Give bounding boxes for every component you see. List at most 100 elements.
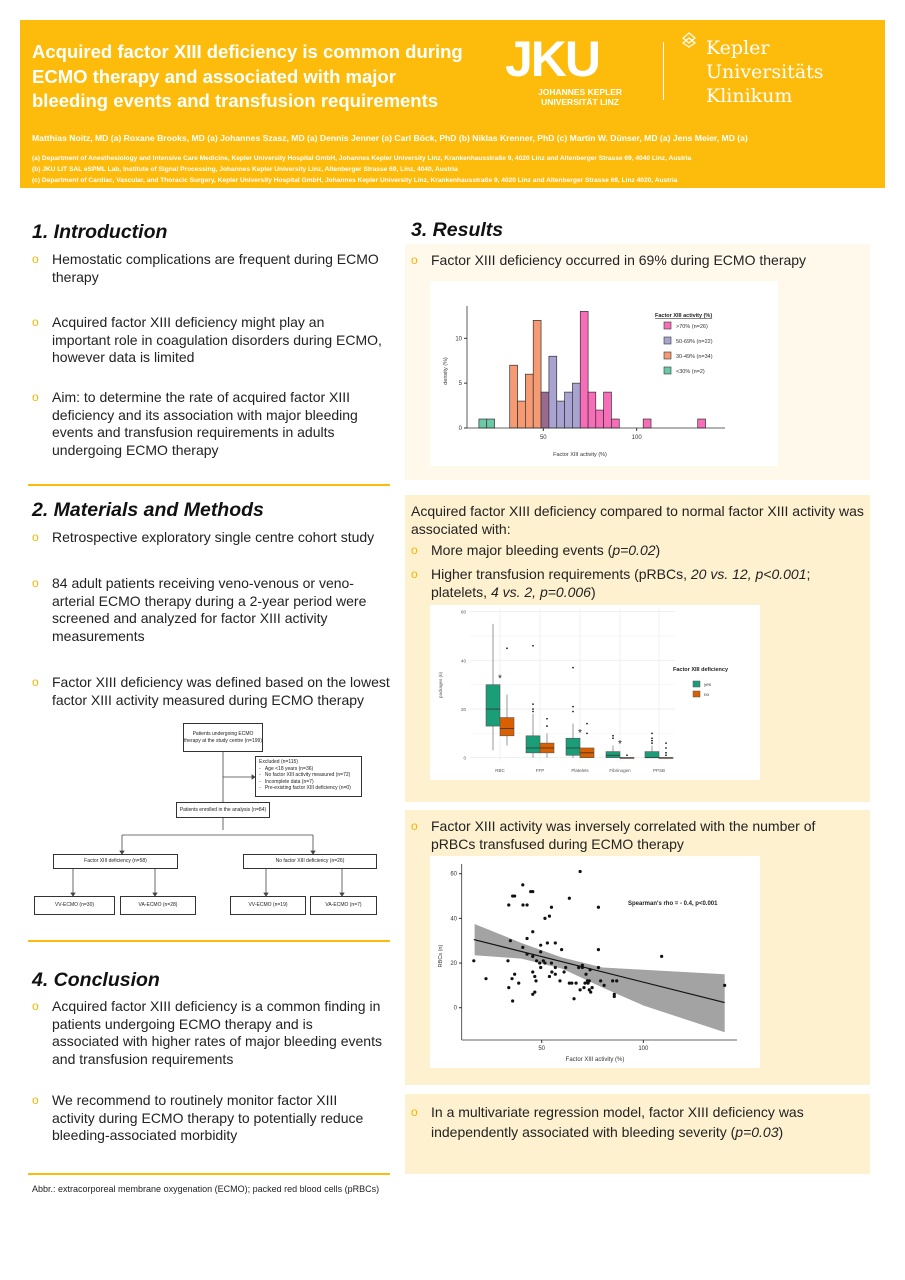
kepler-logo-line: Klinikum	[706, 85, 793, 107]
legend-swatch	[692, 680, 701, 688]
scatter-point	[660, 954, 664, 958]
scatter-point	[587, 979, 591, 983]
scatter-point	[513, 894, 517, 898]
scatter-point	[574, 981, 578, 985]
excluded-text: Incomplete data (n=7)	[264, 778, 314, 785]
box-outlier	[665, 751, 667, 754]
y-tick-label: 0	[463, 756, 466, 761]
scatter-point	[513, 972, 517, 976]
excluded-title: Excluded (n=115)	[259, 759, 298, 765]
flow-box-excluded: Excluded (n=115) - Age <18 years (n=36) …	[255, 756, 362, 797]
p-value: p=0.02	[612, 542, 656, 558]
box-outlier	[572, 705, 574, 708]
x-tick-label: 50	[538, 1046, 545, 1052]
logo-divider	[663, 42, 664, 100]
scatter-point	[510, 977, 514, 981]
bullet-text: Factor XIII deficiency was defined based…	[52, 674, 390, 708]
conclusion-bullet: o We recommend to routinely monitor facto…	[32, 1092, 382, 1145]
legend-title: Factor XIII activity (%)	[655, 313, 712, 319]
box-outlier	[665, 754, 667, 757]
histogram-svg: 50 100 0 5 10 Factor XIII activity (%) density…	[443, 306, 725, 458]
kepler-logo-line: Universitäts	[706, 61, 824, 83]
scatter-point	[578, 869, 582, 874]
authors: Matthias Noitz, MD (a) Roxane Brooks, MD…	[32, 133, 748, 143]
bullet-icon: o	[32, 675, 39, 689]
annotation: Spearman's rho = - 0.4, p<0.001	[628, 901, 718, 907]
bullet-icon: o	[32, 1093, 39, 1107]
p-value: p=0.03	[735, 1124, 779, 1140]
box-yes	[525, 735, 541, 754]
excluded-text: Pre-existing factor XIII deficiency (n=0…	[264, 785, 351, 791]
box-no	[499, 717, 515, 737]
histogram-bar	[478, 418, 488, 429]
scatter-point	[484, 977, 488, 981]
jku-logo: JKU	[505, 31, 601, 87]
scatter-point	[531, 954, 535, 958]
scatter-point	[553, 972, 557, 976]
box-outlier	[532, 703, 534, 706]
methods-bullet: o 84 adult patients receiving veno-venous…	[32, 575, 372, 645]
flow-box-nodef-va: VA-ECMO (n=7)	[310, 896, 377, 915]
x-tick-label: FFP	[536, 768, 545, 773]
box-outlier	[546, 717, 548, 720]
affiliation: (a) Department of Anesthesiology and Int…	[32, 155, 692, 162]
legend-label: >70% (n=26)	[676, 324, 708, 330]
histogram-bar	[642, 418, 652, 429]
scatter-point	[577, 965, 581, 970]
scatter-point	[562, 970, 566, 974]
scatter-point	[550, 970, 554, 974]
scatter-point	[521, 945, 525, 950]
affiliation: (b) JKU LIT SAL eSPML Lab, Institute of …	[32, 166, 458, 173]
bullet-icon: o	[411, 253, 418, 267]
bullet-text: Factor XIII deficiency occurred in 69% d…	[431, 252, 807, 268]
histogram-chart: 50 100 0 5 10 Factor XIII activity (%) density…	[430, 281, 778, 466]
stat-text: 4 vs. 2, p=0.006	[490, 583, 591, 600]
kepler-logo-line: Kepler	[706, 37, 770, 59]
excluded-text: Age <18 years (n=36)	[264, 765, 314, 772]
flow-box-nodef-vv: VV-ECMO (n=19)	[230, 896, 306, 915]
scatter-point	[572, 997, 576, 1001]
y-tick-label: 40	[461, 658, 467, 663]
flow-box-enrolled: Patients enrolled in the analysis (n=84)	[176, 802, 270, 818]
box-outlier	[506, 647, 508, 650]
scatter-point	[531, 889, 535, 894]
intro-bullet: o Hemostatic complications are frequent d…	[32, 251, 382, 286]
box-outlier	[612, 734, 614, 737]
legend-label: 30-49% (n=34)	[676, 354, 713, 360]
scatter-point	[723, 983, 727, 987]
scatter-point	[612, 992, 616, 996]
histogram-bar	[556, 400, 565, 429]
conclusion-heading: 4. Conclusion	[32, 969, 160, 991]
confidence-band	[474, 923, 725, 1033]
histogram-bar	[587, 391, 597, 429]
abbreviations: Abbr.: extracorporeal membrane oxygenati…	[32, 1184, 380, 1194]
x-tick-label: RBC	[495, 768, 505, 773]
results-panel-transfusion: Acquired factor XIII deficiency compared…	[405, 495, 870, 802]
scatter-point	[580, 963, 584, 967]
histogram-bar	[595, 409, 604, 429]
scatter-point	[543, 961, 547, 965]
histogram-bar	[517, 400, 526, 429]
scatter-point	[558, 979, 562, 983]
scatter-point	[570, 981, 574, 985]
scatter-point	[549, 961, 554, 965]
bullet-text: Higher transfusion requirements (pRBCs,	[431, 566, 691, 582]
flow-box-def-va: VA-ECMO (n=28)	[120, 896, 196, 915]
results-bullet: o Factor XIII deficiency occurred in 69% …	[411, 252, 861, 270]
scatter-point	[472, 959, 476, 963]
bullet-icon: o	[32, 999, 39, 1013]
bullet-icon: o	[411, 819, 418, 833]
scatter-point	[507, 903, 511, 907]
regression-line	[473, 939, 725, 1004]
excluded-item: - Pre-existing factor XIII deficiency (n…	[259, 785, 351, 791]
bullet-text: )	[655, 542, 661, 558]
histogram-bar	[572, 382, 581, 429]
legend-swatch	[663, 366, 672, 375]
box-yes	[485, 684, 501, 727]
bullet-icon: o	[32, 530, 39, 544]
scatter-point	[525, 903, 529, 907]
histogram-bar	[579, 311, 589, 429]
intro-bullet: o Aim: to determine the rate of acquired …	[32, 389, 362, 459]
box-yes	[644, 751, 660, 758]
significance-star: *	[578, 728, 582, 739]
